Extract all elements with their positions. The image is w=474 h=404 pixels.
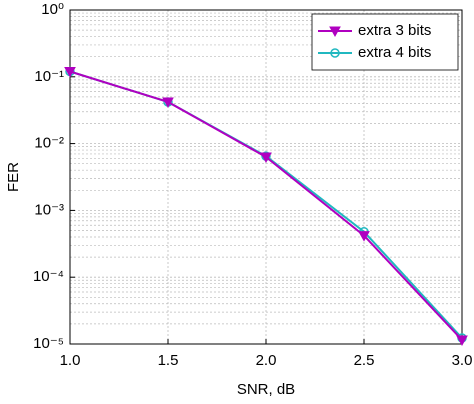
x-tick-label: 1.5 (158, 352, 179, 369)
legend-label: extra 3 bits (358, 22, 431, 39)
marker (162, 97, 174, 108)
y-tick-label: 10⁻¹ (34, 68, 64, 85)
y-axis-label: FER (5, 162, 22, 192)
y-tick-label: 10⁻³ (34, 201, 64, 218)
marker (64, 67, 76, 78)
marker (330, 48, 340, 58)
marker (329, 26, 341, 38)
x-tick-label: 2.0 (256, 352, 277, 369)
x-tick-label: 1.0 (60, 352, 81, 369)
marker (456, 335, 468, 346)
legend-box (311, 13, 459, 71)
marker (260, 152, 272, 164)
y-tick-label: 10⁻⁴ (33, 268, 64, 285)
y-tick-label: 10⁻⁵ (33, 335, 64, 352)
x-tick-label: 3.0 (452, 352, 473, 369)
plot-frame (69, 9, 463, 345)
x-axis-label: SNR, dB (237, 381, 295, 398)
y-tick-label: 10⁰ (41, 1, 64, 18)
marker (358, 231, 370, 242)
x-tick-label: 2.5 (354, 352, 375, 369)
legend-label: extra 4 bits (358, 44, 431, 61)
y-tick-label: 10⁻² (34, 135, 64, 152)
